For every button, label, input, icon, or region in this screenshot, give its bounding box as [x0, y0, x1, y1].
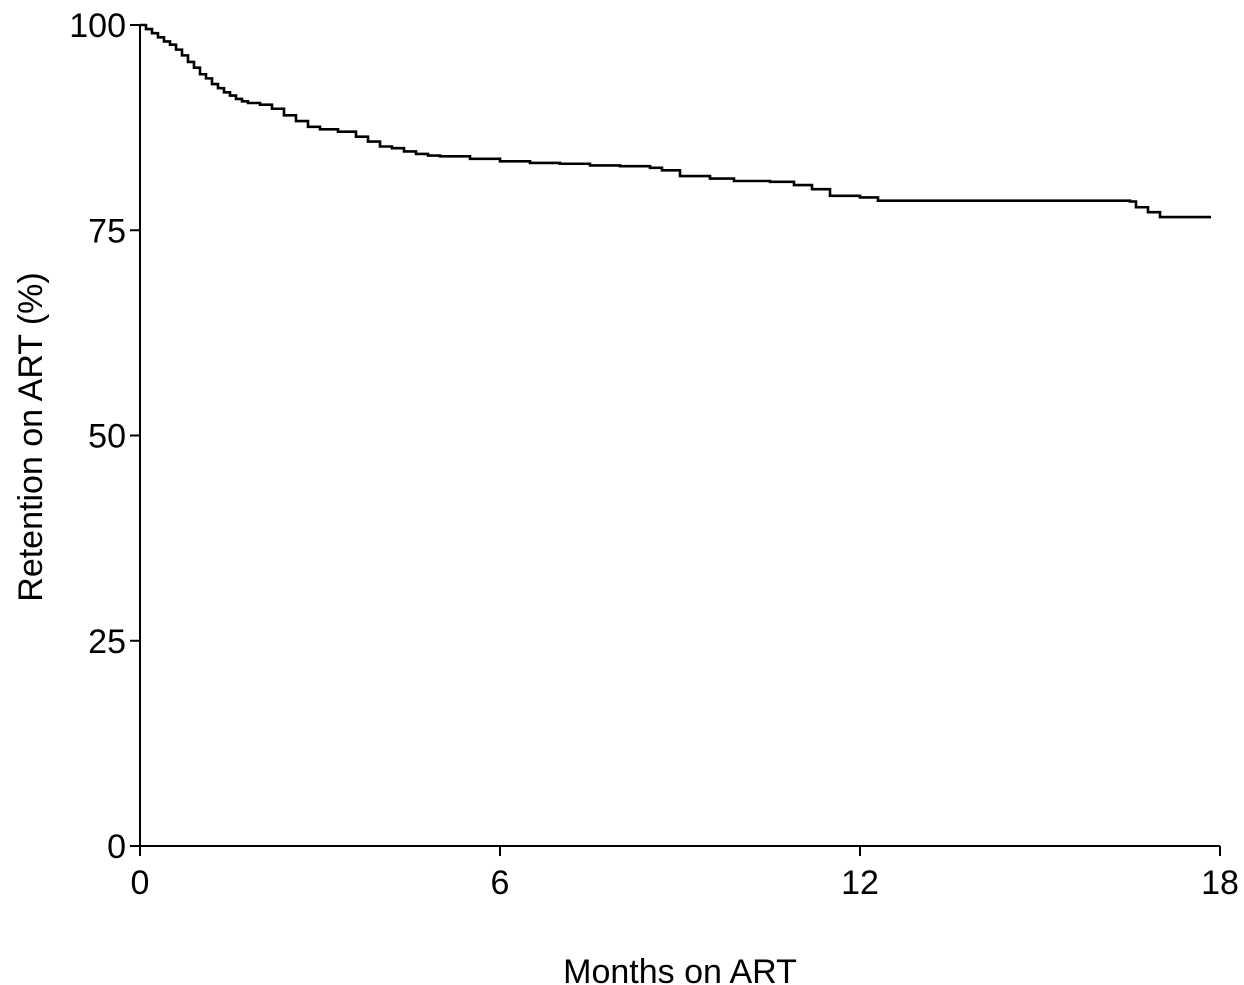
- y-tick-label: 50: [88, 418, 126, 456]
- km-curve-series-0: [140, 23, 1211, 219]
- ticks: 0 25 50 75 100 0 6 12 18: [69, 7, 1239, 902]
- x-axis-title: Months on ART: [563, 953, 797, 985]
- x-tick-label: 6: [491, 864, 510, 902]
- y-tick-label: 25: [88, 623, 126, 661]
- axes: [139, 25, 1220, 847]
- x-tick-label: 0: [131, 864, 150, 902]
- y-tick-label: 100: [69, 7, 126, 45]
- x-tick-label: 12: [841, 864, 879, 902]
- plot-area: [140, 23, 1211, 219]
- x-tick-label: 18: [1201, 864, 1239, 902]
- y-tick-label: 0: [107, 828, 126, 866]
- y-tick-label: 75: [88, 212, 126, 250]
- y-axis-title: Retention on ART (%): [12, 272, 50, 601]
